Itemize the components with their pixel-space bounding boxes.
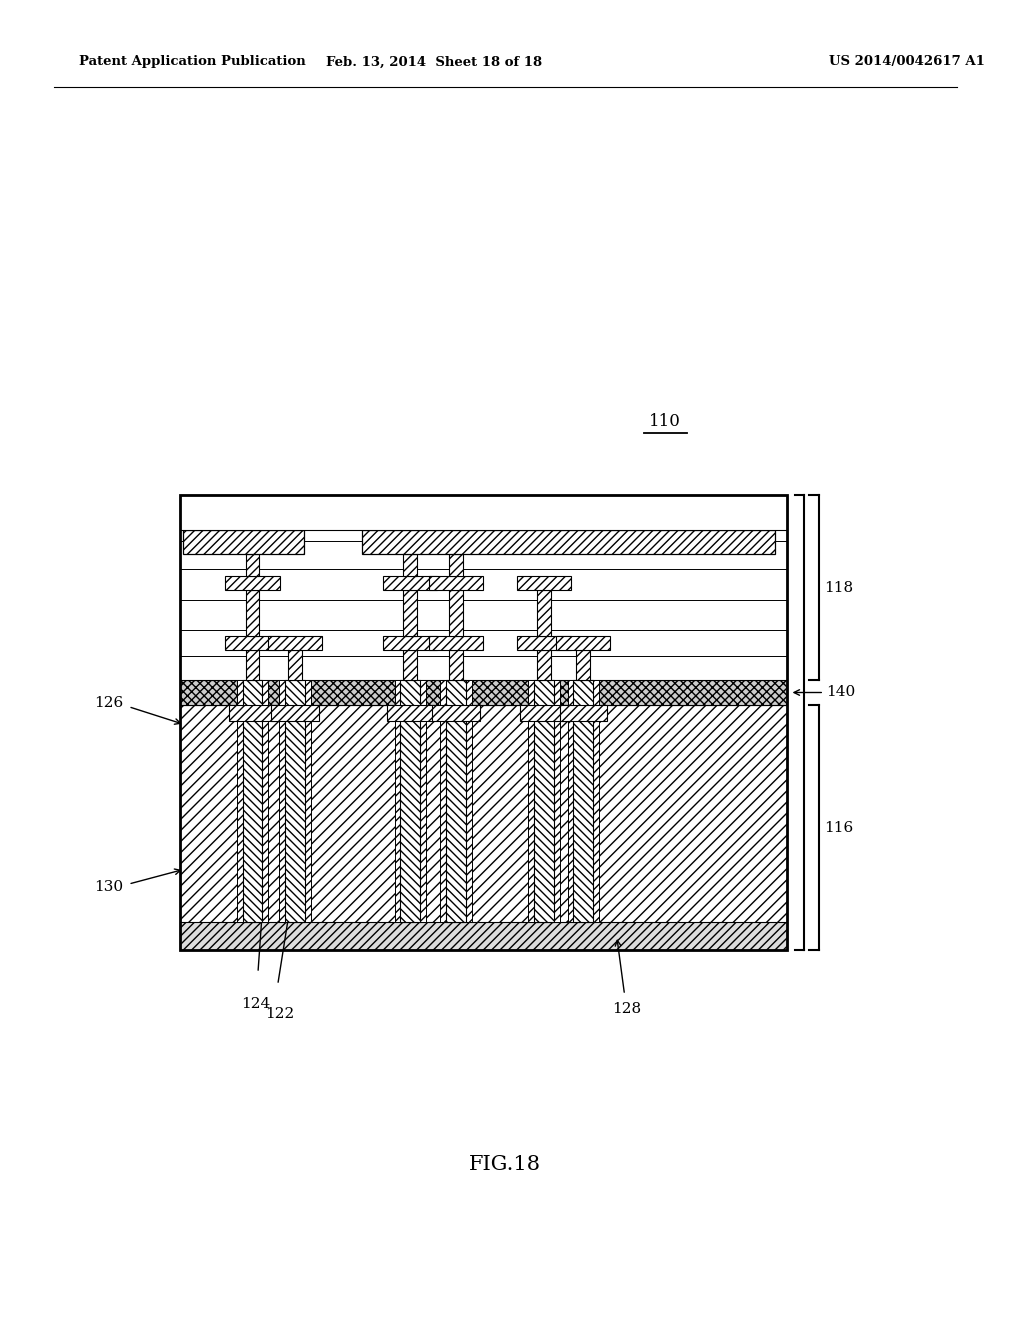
Bar [237, 680, 268, 921]
Bar [556, 636, 610, 651]
Bar [534, 680, 554, 921]
Bar [432, 705, 479, 721]
Bar [225, 636, 280, 651]
Bar [517, 636, 571, 651]
Bar [446, 680, 466, 921]
Bar [288, 651, 302, 680]
Bar [387, 705, 434, 721]
Bar [243, 680, 262, 921]
Bar [361, 529, 774, 554]
Text: Feb. 13, 2014  Sheet 18 of 18: Feb. 13, 2014 Sheet 18 of 18 [327, 55, 543, 69]
Bar [383, 576, 437, 590]
Bar [449, 651, 463, 680]
Text: 116: 116 [824, 821, 853, 834]
Bar [246, 590, 259, 636]
Bar [567, 680, 599, 921]
Bar [225, 576, 280, 590]
Bar [383, 636, 437, 651]
Text: 118: 118 [824, 581, 853, 594]
Text: 110: 110 [649, 413, 681, 430]
Bar [280, 680, 310, 921]
Bar [403, 590, 417, 636]
Bar [429, 636, 483, 651]
Bar [517, 576, 571, 590]
Bar [573, 680, 593, 921]
Bar [429, 576, 483, 590]
Bar [577, 651, 590, 680]
Bar [268, 636, 323, 651]
Text: 126: 126 [94, 696, 123, 710]
Text: US 2014/0042617 A1: US 2014/0042617 A1 [829, 55, 985, 69]
Bar [179, 680, 786, 705]
Bar [520, 705, 567, 721]
Bar [179, 705, 786, 950]
Bar [179, 495, 786, 680]
Bar [228, 705, 276, 721]
Bar [537, 651, 551, 680]
Bar [537, 590, 551, 636]
Bar [403, 554, 417, 576]
Text: 140: 140 [826, 685, 855, 700]
Bar [394, 680, 426, 921]
Bar [528, 680, 560, 921]
Bar [560, 705, 607, 721]
Text: FIG.18: FIG.18 [469, 1155, 542, 1175]
Text: 130: 130 [94, 880, 123, 894]
Text: 122: 122 [265, 1007, 294, 1020]
Bar [403, 651, 417, 680]
Bar [449, 590, 463, 636]
Bar [179, 921, 786, 950]
Bar [400, 680, 420, 921]
Bar [246, 554, 259, 576]
Bar [179, 495, 786, 950]
Text: 124: 124 [242, 997, 270, 1011]
Bar [440, 680, 472, 921]
Text: Patent Application Publication: Patent Application Publication [79, 55, 306, 69]
Bar [182, 529, 304, 554]
Text: 128: 128 [612, 1002, 641, 1016]
Bar [449, 554, 463, 576]
Bar [285, 680, 305, 921]
Bar [271, 705, 318, 721]
Bar [246, 651, 259, 680]
Bar [179, 495, 786, 529]
